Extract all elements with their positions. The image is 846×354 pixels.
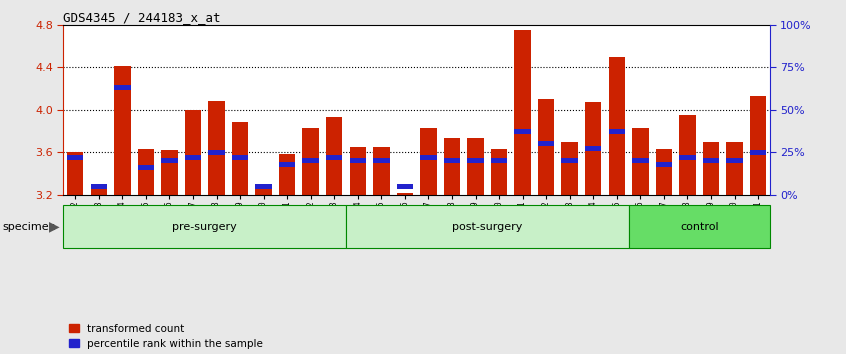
- Legend: transformed count, percentile rank within the sample: transformed count, percentile rank withi…: [69, 324, 263, 349]
- Bar: [232, 122, 248, 195]
- Bar: [420, 155, 437, 160]
- Bar: [679, 155, 695, 160]
- Bar: [373, 147, 389, 195]
- Bar: [349, 147, 366, 195]
- Bar: [629, 205, 770, 248]
- Bar: [632, 128, 649, 195]
- Bar: [114, 66, 130, 195]
- Bar: [608, 57, 625, 195]
- Bar: [467, 158, 484, 163]
- Text: specimen: specimen: [3, 222, 57, 232]
- Bar: [326, 155, 343, 160]
- Bar: [208, 101, 225, 195]
- Bar: [467, 138, 484, 195]
- Bar: [679, 115, 695, 195]
- Bar: [585, 102, 602, 195]
- Bar: [750, 150, 766, 155]
- Bar: [114, 85, 130, 90]
- Bar: [91, 187, 107, 195]
- Text: pre-surgery: pre-surgery: [173, 222, 237, 232]
- Bar: [279, 154, 295, 195]
- Bar: [162, 158, 178, 163]
- Bar: [632, 158, 649, 163]
- Bar: [138, 165, 154, 170]
- Bar: [91, 184, 107, 189]
- Text: post-surgery: post-surgery: [452, 222, 523, 232]
- Bar: [562, 158, 578, 163]
- Bar: [750, 96, 766, 195]
- Bar: [349, 158, 366, 163]
- Bar: [397, 184, 413, 189]
- Bar: [67, 152, 84, 195]
- Bar: [703, 158, 719, 163]
- Text: ▶: ▶: [49, 219, 60, 234]
- Bar: [208, 150, 225, 155]
- Bar: [255, 184, 272, 189]
- Bar: [346, 205, 629, 248]
- Text: control: control: [680, 222, 718, 232]
- Bar: [656, 161, 672, 167]
- Bar: [232, 155, 248, 160]
- Bar: [373, 158, 389, 163]
- Bar: [727, 142, 743, 195]
- Bar: [184, 110, 201, 195]
- Bar: [538, 141, 554, 146]
- Bar: [303, 128, 319, 195]
- Bar: [138, 149, 154, 195]
- Bar: [491, 149, 508, 195]
- Bar: [420, 128, 437, 195]
- Bar: [491, 158, 508, 163]
- Bar: [562, 142, 578, 195]
- Bar: [727, 158, 743, 163]
- Bar: [63, 205, 346, 248]
- Bar: [255, 187, 272, 195]
- Bar: [184, 155, 201, 160]
- Bar: [397, 193, 413, 195]
- Text: GDS4345 / 244183_x_at: GDS4345 / 244183_x_at: [63, 11, 221, 24]
- Bar: [514, 129, 530, 135]
- Bar: [585, 146, 602, 152]
- Bar: [162, 150, 178, 195]
- Bar: [326, 117, 343, 195]
- Bar: [67, 155, 84, 160]
- Bar: [514, 30, 530, 195]
- Bar: [303, 158, 319, 163]
- Bar: [656, 149, 672, 195]
- Bar: [444, 138, 460, 195]
- Bar: [444, 158, 460, 163]
- Bar: [538, 99, 554, 195]
- Bar: [608, 129, 625, 135]
- Bar: [703, 142, 719, 195]
- Bar: [279, 161, 295, 167]
